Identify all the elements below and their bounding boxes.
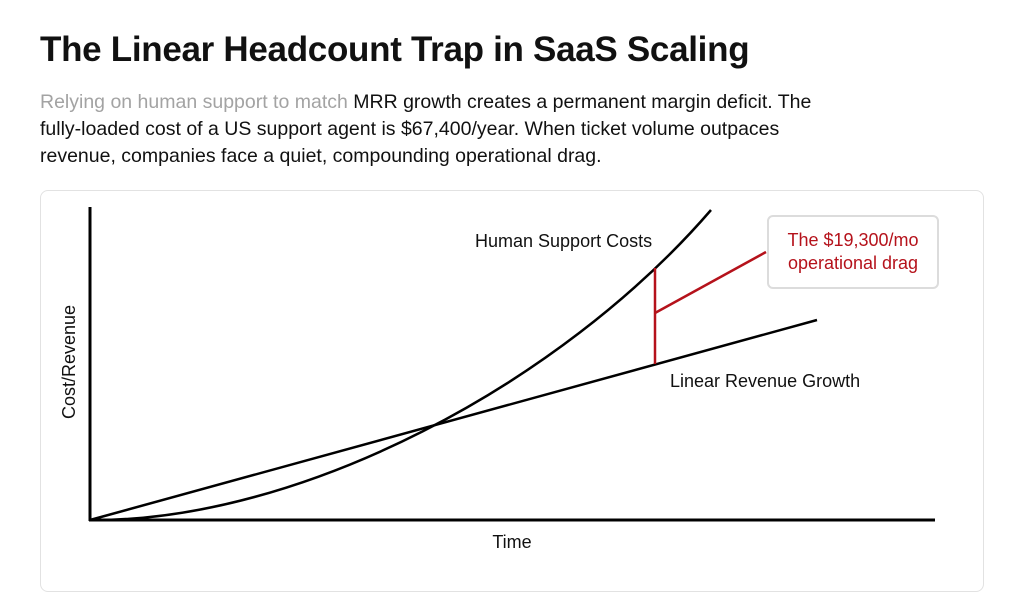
page-title: The Linear Headcount Trap in SaaS Scalin… xyxy=(40,30,750,69)
series-label-revenue: Linear Revenue Growth xyxy=(670,371,860,391)
subtitle-muted: Relying on human support to match xyxy=(40,91,348,113)
series-line-costs xyxy=(89,209,712,522)
page-subtitle: Relying on human support to match MRR gr… xyxy=(40,89,840,170)
callout-leader-line xyxy=(654,250,767,315)
y-axis-label: Cost/Revenue xyxy=(59,305,79,419)
drag-callout: The $19,300/mo operational drag xyxy=(767,215,939,289)
subtitle-text: MRR growth creates a permanent margin de… xyxy=(40,91,812,167)
callout-line-2: operational drag xyxy=(787,253,919,273)
series-label-costs: Human Support Costs xyxy=(475,231,652,251)
chart: Human Support Costs Linear Revenue Growt… xyxy=(59,207,935,552)
callout-line-1: The $19,300/mo xyxy=(787,230,919,250)
x-axis-label: Time xyxy=(492,532,531,552)
series-line-revenue xyxy=(89,318,818,522)
